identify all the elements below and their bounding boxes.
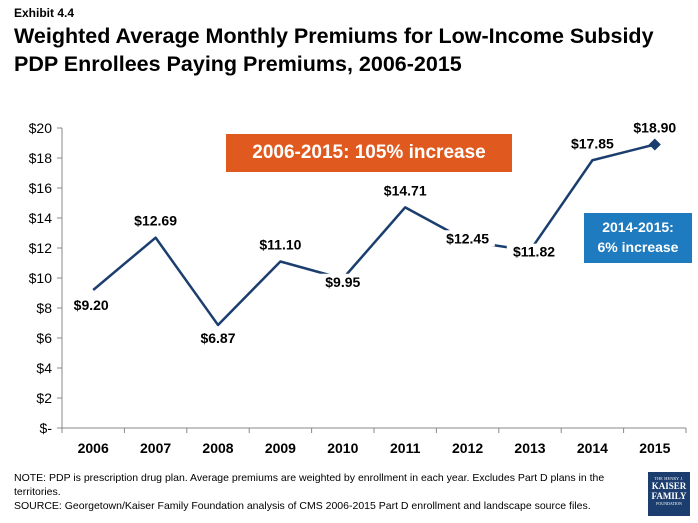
x-tick-label: 2007 [140,440,171,456]
logo-line1: THE HENRY J. [654,476,684,481]
y-tick-label: $- [40,420,53,436]
callout-total-increase: 2006-2015: 105% increase [226,134,512,172]
data-label: $6.87 [200,330,235,346]
data-label-bg [627,119,682,136]
data-label: $18.90 [633,120,676,136]
logo-line2: KAISER [651,481,687,491]
logo-line4: FOUNDATION [656,501,682,506]
data-label: $17.85 [571,135,614,151]
y-tick-label: $18 [29,150,53,166]
x-tick-label: 2014 [577,440,608,456]
kff-logo: THE HENRY J. KAISER FAMILY FOUNDATION [648,472,690,516]
y-tick-label: $14 [29,210,53,226]
data-label: $11.10 [259,237,301,253]
data-label: $9.20 [74,297,109,313]
chart-title: Weighted Average Monthly Premiums for Lo… [14,24,654,76]
y-tick-label: $16 [29,180,53,196]
callout-recent-increase: 2014-2015: 6% increase [584,213,692,263]
data-label: $11.82 [513,244,555,260]
y-tick-label: $2 [36,390,52,406]
x-tick-label: 2012 [452,440,483,456]
data-label: $9.95 [325,274,360,290]
x-tick-label: 2006 [78,440,109,456]
data-point-marker [648,138,661,151]
series-line [92,143,656,327]
data-label: $12.45 [446,230,489,246]
data-label-bg [319,273,366,290]
data-label: $14.71 [384,182,427,198]
x-tick-label: 2008 [202,440,233,456]
y-tick-label: $8 [36,300,52,316]
data-label-bg [440,230,495,247]
data-label-bg [68,297,115,313]
x-tick-label: 2015 [639,440,670,456]
y-tick-label: $6 [36,330,52,346]
x-tick-label: 2009 [265,440,296,456]
logo-line3: FAMILY [651,491,687,501]
y-tick-label: $10 [29,270,53,286]
y-tick-label: $4 [36,360,52,376]
data-label-bg [506,243,562,260]
data-label-bg [378,182,433,199]
data-label-bg [565,135,620,152]
callout-recent-line2: 6% increase [597,239,679,255]
x-tick-label: 2011 [390,440,421,456]
x-tick-label: 2013 [514,440,545,456]
data-label-bg [195,329,241,346]
y-tick-label: $12 [29,240,53,256]
footer-source: SOURCE: Georgetown/Kaiser Family Foundat… [14,500,591,512]
y-tick-label: $20 [29,120,53,136]
data-label-bg [128,212,183,229]
data-label-bg [253,236,308,253]
data-label: $12.69 [134,213,177,229]
line-chart: $- $2 $4 $6 $8 $10 $12 $14 $16 $18 $20 2006 2007 2008… [29,119,687,456]
x-tick-label: 2010 [327,440,358,456]
callout-recent-line1: 2014-2015: [602,219,674,235]
footer-note: NOTE: PDP is prescription drug plan. Ave… [14,472,605,498]
exhibit-label: Exhibit 4.4 [14,6,75,20]
footer: NOTE: PDP is prescription drug plan. Ave… [14,471,614,513]
